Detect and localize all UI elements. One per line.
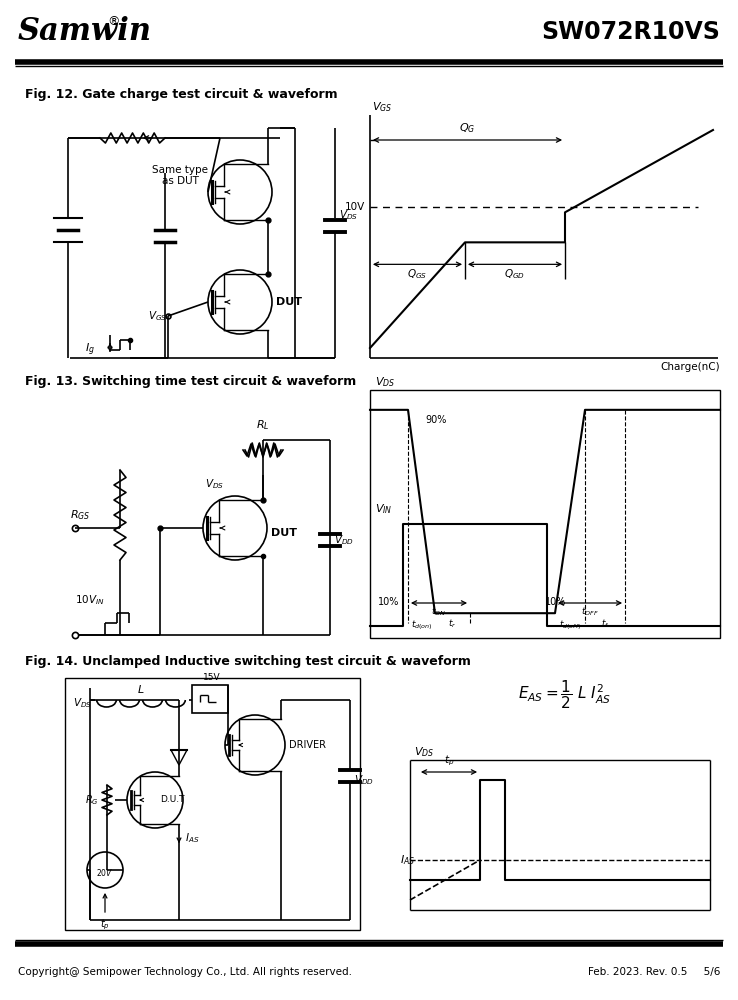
Text: $V_{DD}$: $V_{DD}$ bbox=[354, 773, 374, 787]
Text: Copyright@ Semipower Technology Co., Ltd. All rights reserved.: Copyright@ Semipower Technology Co., Ltd… bbox=[18, 967, 352, 977]
Text: $V_{IN}$: $V_{IN}$ bbox=[375, 502, 393, 516]
Text: $I_g$: $I_g$ bbox=[85, 342, 95, 358]
Text: $Q_{GD}$: $Q_{GD}$ bbox=[505, 267, 525, 281]
Text: $I_{AS}$: $I_{AS}$ bbox=[400, 853, 415, 867]
Text: Charge(nC): Charge(nC) bbox=[661, 362, 720, 372]
Text: $V_{GS}$: $V_{GS}$ bbox=[372, 100, 393, 114]
Text: $20V$: $20V$ bbox=[97, 866, 114, 878]
Text: $Q_{GS}$: $Q_{GS}$ bbox=[407, 267, 427, 281]
Text: $t_f$: $t_f$ bbox=[601, 618, 610, 631]
Text: Same type: Same type bbox=[152, 165, 208, 175]
Text: 10V: 10V bbox=[345, 202, 365, 212]
Text: $t_{ON}$: $t_{ON}$ bbox=[432, 606, 446, 618]
Text: as DUT: as DUT bbox=[162, 176, 199, 186]
Text: $t_{d(on)}$: $t_{d(on)}$ bbox=[410, 618, 432, 632]
Text: DUT: DUT bbox=[276, 297, 302, 307]
Text: ®: ® bbox=[107, 15, 120, 28]
Text: Feb. 2023. Rev. 0.5     5/6: Feb. 2023. Rev. 0.5 5/6 bbox=[587, 967, 720, 977]
Text: Samwin: Samwin bbox=[18, 16, 152, 47]
Text: $R_{GS}$: $R_{GS}$ bbox=[69, 508, 90, 522]
Text: $I_{AS}$: $I_{AS}$ bbox=[185, 831, 199, 845]
Text: Fig. 13. Switching time test circuit & waveform: Fig. 13. Switching time test circuit & w… bbox=[25, 375, 356, 388]
Text: L: L bbox=[138, 685, 144, 695]
Text: DRIVER: DRIVER bbox=[289, 740, 326, 750]
Text: $V_{DS}$: $V_{DS}$ bbox=[205, 477, 224, 491]
Text: $E_{AS} = \dfrac{1}{2}\ L\ I_{AS}^2$: $E_{AS} = \dfrac{1}{2}\ L\ I_{AS}^2$ bbox=[519, 678, 612, 711]
Text: SW072R10VS: SW072R10VS bbox=[541, 20, 720, 44]
Text: $V_{DS}$: $V_{DS}$ bbox=[375, 375, 396, 389]
Text: D.U.T: D.U.T bbox=[160, 796, 184, 804]
Text: DUT: DUT bbox=[271, 528, 297, 538]
Text: 15V: 15V bbox=[203, 673, 221, 682]
Text: $V_{DS}$: $V_{DS}$ bbox=[414, 745, 434, 759]
Text: $t_p$: $t_p$ bbox=[100, 918, 110, 932]
Text: Fig. 14. Unclamped Inductive switching test circuit & waveform: Fig. 14. Unclamped Inductive switching t… bbox=[25, 655, 471, 668]
Bar bbox=[370, 390, 720, 638]
Text: 10%: 10% bbox=[545, 597, 566, 607]
Text: $R_G$: $R_G$ bbox=[86, 793, 99, 807]
Text: $V_{DS}$: $V_{DS}$ bbox=[339, 208, 358, 222]
Text: $V_{DD}$: $V_{DD}$ bbox=[334, 533, 354, 547]
Text: $t_r$: $t_r$ bbox=[448, 618, 457, 631]
Text: $t_{d(off)}$: $t_{d(off)}$ bbox=[559, 618, 581, 632]
Text: $R_L$: $R_L$ bbox=[256, 418, 270, 432]
Text: $V_{DS}$: $V_{DS}$ bbox=[73, 696, 92, 710]
Bar bbox=[65, 678, 360, 930]
Text: $10V_{IN}$: $10V_{IN}$ bbox=[75, 593, 105, 607]
Text: 10%: 10% bbox=[378, 597, 399, 607]
Text: Fig. 12. Gate charge test circuit & waveform: Fig. 12. Gate charge test circuit & wave… bbox=[25, 88, 337, 101]
Text: $V_{GS}$: $V_{GS}$ bbox=[148, 309, 167, 323]
Text: $t_{OFF}$: $t_{OFF}$ bbox=[581, 606, 599, 618]
Text: $t_p$: $t_p$ bbox=[444, 754, 454, 768]
Text: $Q_G$: $Q_G$ bbox=[459, 121, 476, 135]
Bar bbox=[192, 685, 228, 713]
Text: 90%: 90% bbox=[425, 415, 446, 425]
